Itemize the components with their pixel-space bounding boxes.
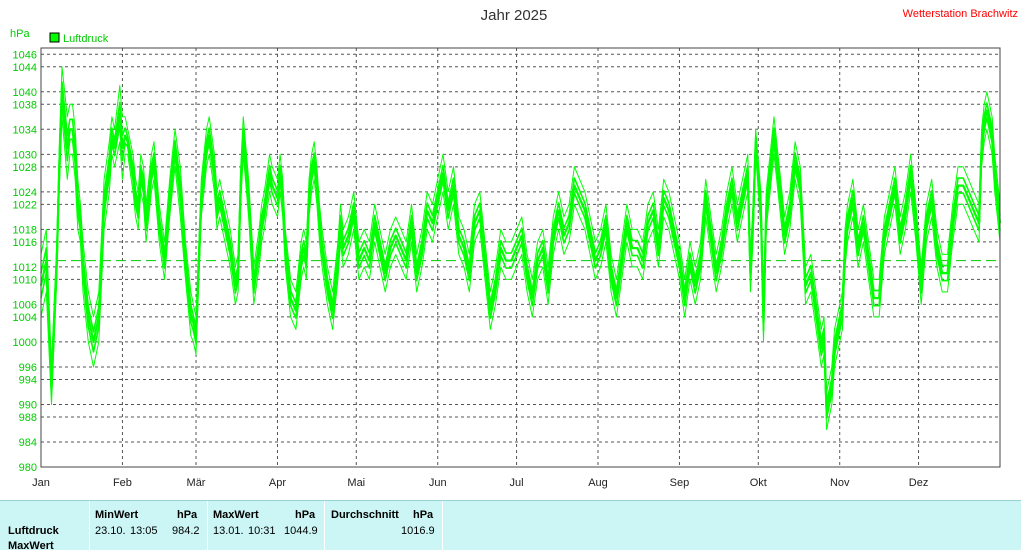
y-tick-label: 1004 [13, 312, 37, 324]
plot-frame [40, 47, 1001, 468]
pressure-chart: Jahr 2025 Wetterstation Brachwitz hPa Lu… [10, 7, 1018, 489]
y-tick-label: 1010 [13, 274, 37, 286]
x-tick-label: Sep [670, 477, 690, 489]
y-tick-label: 1006 [13, 299, 37, 311]
y-tick-label: 1028 [13, 162, 37, 174]
y-tick-label: 980 [19, 462, 37, 474]
min-time: 13:05 [130, 525, 158, 537]
legend-label: Luftdruck [63, 33, 109, 45]
y-tick-label: 1030 [13, 149, 37, 161]
x-tick-label: Feb [113, 477, 132, 489]
x-tick-label: Jul [510, 477, 524, 489]
series-group [39, 66, 1002, 430]
legend-swatch [49, 32, 60, 43]
y-tick-label: 1040 [13, 87, 37, 99]
station-name: Wetterstation Brachwitz [903, 8, 1018, 20]
y-tick-label: 1034 [13, 124, 37, 136]
x-tick-label: Dez [909, 477, 929, 489]
x-tick-label: Mär [187, 477, 206, 489]
avg-value: 1016.9 [401, 525, 435, 537]
y-tick-label: 1044 [13, 62, 37, 74]
max-header: MaxWert [213, 509, 259, 521]
y-tick-label: 984 [19, 437, 37, 449]
avg-header: Durchschnitt [331, 509, 399, 521]
stats-max-column: MaxWert hPa 13.01. 10:31 1044.9 [207, 501, 324, 550]
y-tick-label: 1046 [13, 49, 37, 61]
y-tick-label: 1000 [13, 337, 37, 349]
max-date: 13.01. [213, 525, 244, 537]
min-header: MinWert [95, 509, 139, 521]
y-unit-label: hPa [10, 28, 30, 40]
max-time: 10:31 [248, 525, 276, 537]
x-tick-label: Apr [269, 477, 286, 489]
x-tick-label: Jan [32, 477, 50, 489]
y-tick-label: 1022 [13, 199, 37, 211]
y-tick-label: 1018 [13, 224, 37, 236]
max-value: 1044.9 [284, 525, 318, 537]
stats-row-label-max: MaxWert [8, 540, 54, 552]
min-date: 23.10. [95, 525, 126, 537]
x-tick-label: Aug [588, 477, 608, 489]
stats-avg-column: Durchschnitt hPa 1016.9 [324, 501, 443, 550]
stats-panel: Luftdruck MaxWert MinWert hPa 23.10. 13:… [0, 500, 1021, 552]
y-tick-label: 994 [19, 374, 37, 386]
x-tick-label: Okt [750, 477, 767, 489]
x-tick-label: Mai [347, 477, 365, 489]
x-tick-label: Nov [830, 477, 850, 489]
min-value: 984.2 [172, 525, 200, 537]
y-tick-label: 1016 [13, 237, 37, 249]
avg-unit: hPa [413, 509, 434, 521]
y-tick-label: 1024 [13, 187, 37, 199]
max-unit: hPa [295, 509, 316, 521]
y-tick-label: 1012 [13, 262, 37, 274]
y-tick-label: 1038 [13, 99, 37, 111]
series-mean-line [39, 90, 1002, 412]
stats-min-column: MinWert hPa 23.10. 13:05 984.2 [89, 501, 207, 550]
y-tick-label: 996 [19, 362, 37, 374]
stats-row-labels: Luftdruck MaxWert [0, 501, 88, 552]
y-tick-label: 990 [19, 399, 37, 411]
y-tick-label: 988 [19, 412, 37, 424]
min-unit: hPa [177, 509, 198, 521]
x-axis-ticks: Jan Feb Mär Apr Mai Jun Jul Aug Sep Okt Nov Dez [32, 477, 928, 489]
stats-row-label-pressure: Luftdruck [8, 525, 59, 537]
chart-title: Jahr 2025 [481, 7, 548, 24]
series-min-line [40, 116, 1001, 430]
series-max-line [40, 66, 1001, 393]
x-tick-label: Jun [429, 477, 447, 489]
